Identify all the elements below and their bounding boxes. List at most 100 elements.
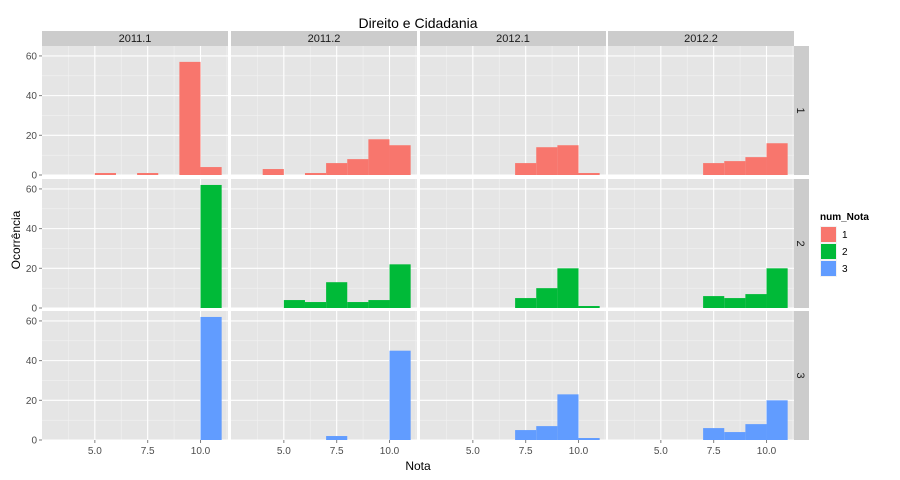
- panel-2012.2-1: [608, 46, 794, 176]
- x-tick-label: 5.0: [277, 446, 291, 457]
- y-tick-label: 40: [26, 224, 38, 235]
- histogram-bar: [368, 139, 390, 175]
- y-tick-label: 40: [26, 91, 38, 102]
- histogram-bar: [724, 298, 746, 308]
- panel-2011.1-2: [42, 179, 228, 309]
- panel-background: [608, 46, 794, 175]
- legend-label: 1: [842, 230, 848, 241]
- chart-title: Direito e Cidadania: [358, 15, 477, 31]
- facet-panels: 2011.1 2011.2 2012.1 2012.21230204060020406…: [26, 31, 809, 457]
- legend-swatch-2: [821, 244, 836, 259]
- histogram-bar: [724, 432, 746, 440]
- histogram-bar: [326, 282, 348, 308]
- y-tick-label: 20: [26, 264, 38, 275]
- row-strip-label: 1: [794, 107, 806, 113]
- col-strip-2011.2: [231, 31, 417, 46]
- x-tick-label: 10.0: [757, 446, 777, 457]
- x-tick-label: 10.0: [569, 446, 589, 457]
- histogram-bar: [94, 173, 116, 175]
- y-tick-label: 0: [31, 436, 37, 447]
- y-tick-label: 20: [26, 131, 38, 142]
- y-tick-label: 0: [31, 171, 37, 182]
- col-strip-label: 2011.2: [308, 33, 341, 45]
- y-axis-title: Ocorrência: [9, 210, 23, 269]
- panel-2012.2-2: [608, 179, 794, 309]
- histogram-bar: [536, 426, 558, 440]
- col-strip-label: 2012.1: [496, 33, 530, 45]
- x-tick-label: 7.5: [519, 446, 533, 457]
- histogram-bar: [347, 302, 369, 308]
- panel-background: [231, 179, 417, 308]
- histogram-bar: [536, 147, 558, 175]
- x-tick-label: 5.0: [88, 446, 102, 457]
- histogram-bar: [557, 145, 579, 175]
- histogram-bar: [137, 173, 159, 175]
- col-strip-label: 2011.1: [119, 33, 152, 45]
- histogram-bar: [578, 438, 600, 440]
- histogram-bar: [200, 316, 222, 440]
- row-strip-label: 2: [794, 240, 806, 246]
- legend-items: 1 2 3: [820, 226, 848, 277]
- histogram-bar: [703, 428, 725, 440]
- y-tick-label: 60: [26, 184, 38, 195]
- panel-2012.2-3: [608, 311, 794, 441]
- col-strip-2011.1: [42, 31, 228, 46]
- legend-label: 3: [842, 264, 848, 275]
- x-tick-label: 5.0: [466, 446, 480, 457]
- histogram-bar: [515, 298, 537, 308]
- histogram-bar: [724, 161, 746, 175]
- panel-2012.1-3: [420, 311, 606, 441]
- legend: num_Nota 1 2 3: [820, 212, 869, 277]
- panel-2011.2-1: [231, 46, 417, 176]
- x-tick-label: 5.0: [654, 446, 668, 457]
- histogram-bar: [389, 264, 411, 308]
- panel-2011.1-3: [42, 311, 228, 441]
- panel-background: [608, 311, 794, 440]
- y-tick-label: 40: [26, 356, 38, 367]
- col-strip-2012.2: [608, 31, 794, 46]
- row-strip-2: [793, 179, 809, 308]
- histogram-bar: [703, 296, 725, 308]
- y-tick-label: 60: [26, 316, 38, 327]
- legend-swatch-3: [821, 261, 836, 276]
- x-tick-label: 7.5: [141, 446, 155, 457]
- panel-background: [42, 311, 228, 440]
- panel-background: [608, 179, 794, 308]
- row-strip-label: 3: [794, 372, 806, 378]
- panel-background: [42, 179, 228, 308]
- histogram-bar: [578, 173, 600, 175]
- histogram-bar: [326, 163, 348, 175]
- histogram-bar: [179, 61, 201, 175]
- histogram-bar: [389, 145, 411, 175]
- histogram-bar: [368, 300, 390, 308]
- y-tick-label: 60: [26, 51, 38, 62]
- x-tick-label: 7.5: [330, 446, 344, 457]
- histogram-bar: [515, 163, 537, 175]
- histogram-bar: [326, 436, 348, 440]
- panel-background: [231, 311, 417, 440]
- histogram-bar: [766, 400, 788, 440]
- histogram-bar: [745, 294, 767, 308]
- panel-2011.1-1: [42, 46, 228, 176]
- row-strip-1: [793, 46, 809, 175]
- x-tick-label: 10.0: [380, 446, 400, 457]
- row-strip-3: [793, 311, 809, 440]
- histogram-bar: [262, 169, 284, 175]
- panel-2012.1-2: [420, 179, 606, 309]
- histogram-bar: [536, 288, 558, 308]
- histogram-bar: [283, 300, 305, 308]
- histogram-bar: [703, 163, 725, 175]
- col-strip-2012.1: [420, 31, 606, 46]
- panel-2012.1-1: [420, 46, 606, 176]
- histogram-bar: [557, 268, 579, 308]
- y-tick-label: 0: [31, 304, 37, 315]
- histogram-bar: [766, 143, 788, 175]
- panel-2011.2-3: [231, 311, 417, 441]
- legend-title: num_Nota: [820, 212, 869, 223]
- histogram-bar: [515, 430, 537, 440]
- histogram-bar: [200, 167, 222, 175]
- panel-2011.2-2: [231, 179, 417, 309]
- histogram-bar: [200, 184, 222, 308]
- histogram-bar: [304, 302, 327, 308]
